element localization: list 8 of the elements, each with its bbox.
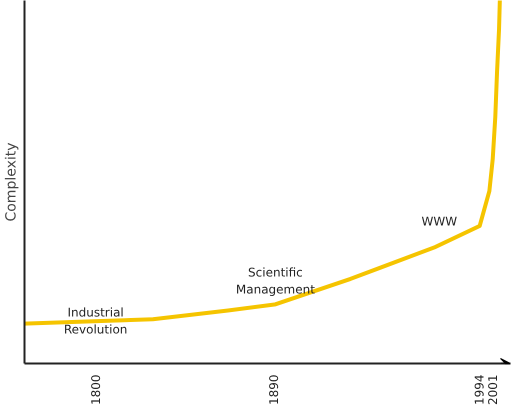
annotation: Scientific Management [236, 266, 316, 296]
annotation: WWW [422, 214, 458, 228]
x-tick-label: 1890 [266, 374, 281, 406]
x-tick-label: 1800 [89, 374, 104, 406]
y-axis-title: Complexity [4, 142, 20, 222]
annotation: Industrial Revolution [64, 306, 128, 336]
x-tick-label: 1994 [472, 374, 486, 406]
x-tick-label: 2001 [486, 374, 500, 406]
